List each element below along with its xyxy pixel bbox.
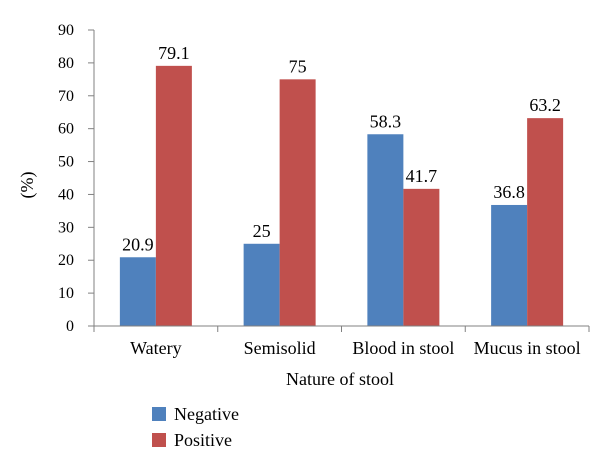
- y-tick-label: 70: [58, 88, 74, 105]
- y-tick-label: 10: [58, 285, 74, 302]
- y-axis-ticks: 0 10 20 30 40 50 60 70 80 90: [58, 22, 94, 335]
- y-tick-label: 30: [58, 219, 74, 236]
- bar-negative: [243, 243, 280, 326]
- bar-positive: [279, 79, 316, 326]
- data-label: 36.8: [493, 182, 525, 202]
- y-tick-label: 40: [58, 186, 74, 203]
- data-label: 79.1: [158, 43, 190, 63]
- data-label: 25: [253, 221, 271, 241]
- data-label: 58.3: [370, 111, 402, 131]
- bar-positive: [527, 118, 564, 327]
- bar-negative: [491, 204, 528, 326]
- category-label: Mucus in stool: [474, 338, 581, 358]
- data-label: 63.2: [529, 95, 561, 115]
- bar-positive: [403, 188, 440, 326]
- category-label: Semisolid: [244, 338, 316, 358]
- y-axis-title: (%): [17, 172, 38, 199]
- data-label: 41.7: [406, 166, 438, 186]
- legend: Negative Positive: [152, 404, 239, 450]
- category-labels: Watery Semisolid Blood in stool Mucus in st…: [130, 338, 581, 358]
- data-labels: 20.9 79.1 25 75 58.3 41.7 36.8 63.2: [122, 43, 561, 254]
- x-axis-title: Nature of stool: [286, 369, 394, 389]
- bar-negative: [119, 257, 156, 326]
- axes: [93, 30, 590, 332]
- y-tick-label: 90: [58, 22, 74, 39]
- legend-swatch-negative: [152, 407, 166, 421]
- legend-swatch-positive: [152, 433, 166, 447]
- legend-label: Positive: [174, 430, 232, 450]
- y-tick-label: 60: [58, 121, 74, 138]
- y-tick-label: 20: [58, 252, 74, 269]
- y-tick-label: 50: [58, 154, 74, 171]
- category-label: Watery: [130, 338, 182, 358]
- data-label: 20.9: [122, 234, 154, 254]
- bar-positive: [155, 65, 192, 327]
- y-tick-label: 80: [58, 55, 74, 72]
- bar-negative: [367, 134, 404, 326]
- data-label: 75: [289, 56, 307, 76]
- y-tick-label: 0: [66, 318, 74, 335]
- legend-label: Negative: [174, 404, 239, 424]
- category-label: Blood in stool: [352, 338, 454, 358]
- bars: [119, 65, 564, 327]
